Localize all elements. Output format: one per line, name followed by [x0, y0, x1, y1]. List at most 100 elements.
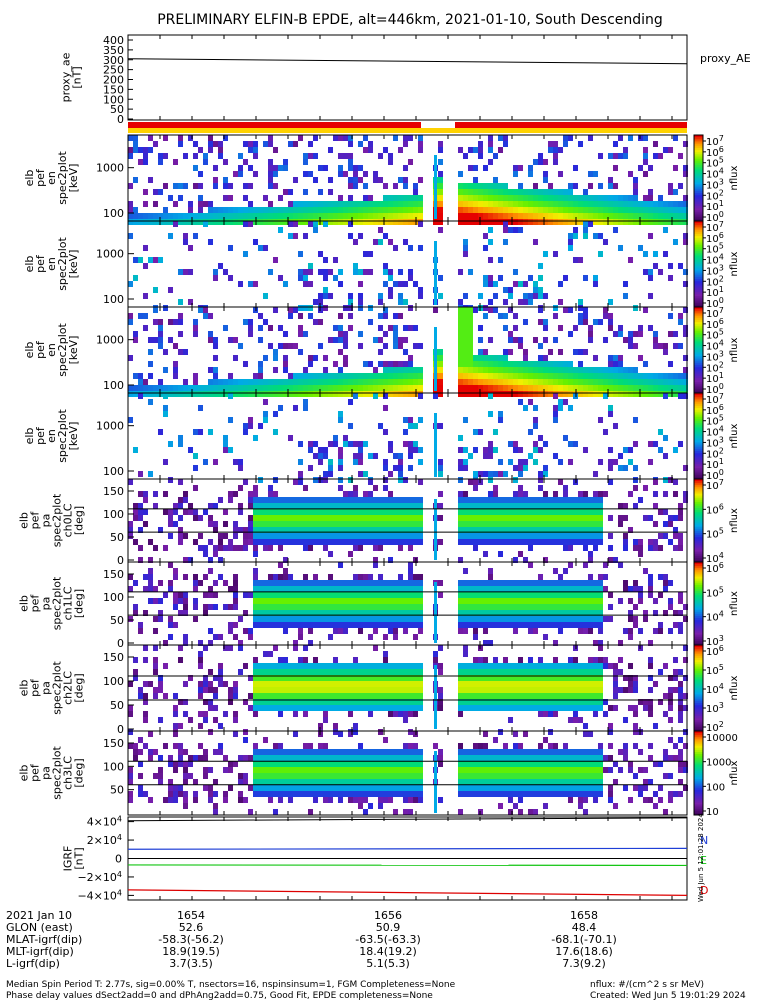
panel-0-cell [608, 219, 613, 225]
panel-6-cell [308, 669, 313, 675]
panel-1-cell [183, 269, 188, 275]
panel-3-cell [483, 447, 488, 453]
panel-5-cell [363, 598, 368, 604]
panel-2-cell [563, 361, 568, 367]
panel-6-cell [313, 705, 318, 711]
panel-5-cell [648, 580, 653, 586]
panel-4-cell [128, 527, 133, 533]
panel-0-cell [313, 153, 318, 159]
panel-1-colorbar-label: 102 [706, 274, 724, 288]
panel-2-cell [588, 325, 593, 331]
panel-2-cell [338, 331, 343, 337]
panel-2-cell [318, 379, 323, 385]
panel-2-colorbar-cell [694, 377, 703, 381]
panel-5-cell [263, 598, 268, 604]
panel-4-cell [598, 527, 603, 533]
panel-0-cell [673, 189, 678, 195]
panel-4-cell [513, 539, 518, 545]
panel-0-cell [488, 189, 493, 195]
panel-4-cell [463, 509, 468, 515]
panel-2-cell [203, 391, 208, 397]
panel-0-cell [193, 219, 198, 225]
panel-5-cell [398, 586, 403, 592]
panel-2-cell [498, 355, 503, 361]
panel-4-cell [258, 527, 263, 533]
panel-0-cell [203, 153, 208, 159]
panel-5-cell [208, 604, 213, 610]
panel-1-cell [463, 239, 468, 245]
panel-0-cell [558, 189, 563, 195]
panel-6-cell [488, 699, 493, 705]
panel-5-cell [528, 562, 533, 568]
panel-5-cell [593, 604, 598, 610]
panel-2-cell [408, 379, 413, 385]
panel-3-cell [648, 459, 653, 465]
panel-6-cell [493, 681, 498, 687]
panel-5-cell [373, 598, 378, 604]
panel-6-cell [398, 669, 403, 675]
panel-4-cell [343, 497, 348, 503]
panel-6-cell [503, 693, 508, 699]
panel-3-cell [468, 453, 473, 459]
panel-1-colorbar-cell [694, 251, 703, 254]
panel-1-cell [338, 269, 343, 275]
panel-5-cell [328, 592, 333, 598]
panel-4-cell [278, 521, 283, 527]
panel-0-cell [478, 201, 483, 207]
panel-2-cell [213, 379, 218, 385]
panel-5-cell [358, 598, 363, 604]
panel-4-cell [378, 527, 383, 533]
panel-5-cell [378, 580, 383, 586]
panel-4-cell [458, 515, 463, 521]
panel-4-cell [653, 503, 658, 509]
panel-3-colorbar-cell [694, 412, 703, 415]
proxy-ytick-label: 300 [103, 54, 124, 67]
panel-0-cell [358, 201, 363, 207]
panel-3-cell [608, 465, 613, 471]
panel-1-cell [358, 269, 363, 275]
panel-0-cell [613, 219, 618, 225]
panel-6-cell [268, 705, 273, 711]
panel-4-cell [398, 545, 403, 551]
panel-2-colorbar-cell [694, 332, 703, 336]
panel-0-cell [133, 147, 138, 153]
panel-6-cell [408, 705, 413, 711]
panel-6-cell [508, 693, 513, 699]
panel-2-cell [333, 361, 338, 367]
panel-5-cell [583, 580, 588, 586]
panel-5-cell [268, 580, 273, 586]
panel-2-cell [483, 385, 488, 391]
panel-5-cell [198, 580, 203, 586]
panel-5-cell [588, 592, 593, 598]
panel-6-cell [408, 681, 413, 687]
panel-0-cell [253, 207, 258, 213]
panel-3-colorbar-cell [694, 410, 703, 413]
panel-4-cell [343, 503, 348, 509]
panel-5-cell [463, 610, 468, 616]
panel-5-cell [393, 604, 398, 610]
panel-6-cell [588, 687, 593, 693]
panel-5-cell [583, 616, 588, 622]
panel-1-cell [303, 305, 308, 311]
panel-0-cell [128, 201, 133, 207]
panel-0-cell [348, 141, 353, 147]
panel-2-cell [398, 379, 403, 385]
panel-0-cell [398, 147, 403, 153]
panel-5-cell [153, 616, 158, 622]
panel-1-cell [263, 293, 268, 299]
panel-4-cell [503, 527, 508, 533]
panel-6-cell [648, 699, 653, 705]
panel-3-cell [323, 477, 328, 483]
panel-0-cell [543, 171, 548, 177]
panel-0-cell [373, 171, 378, 177]
panel-2-cell [398, 391, 403, 397]
panel-6-cell [253, 693, 258, 699]
panel-4-cell [333, 539, 338, 545]
panel-1-cell [573, 227, 578, 233]
panel-0-cell [563, 213, 568, 219]
panel-5-cell [458, 622, 463, 628]
panel-4-cell [573, 527, 578, 533]
panel-0-cell [673, 219, 678, 225]
panel-4-cell [128, 533, 133, 539]
panel-0-colorbar-cell [694, 210, 703, 213]
